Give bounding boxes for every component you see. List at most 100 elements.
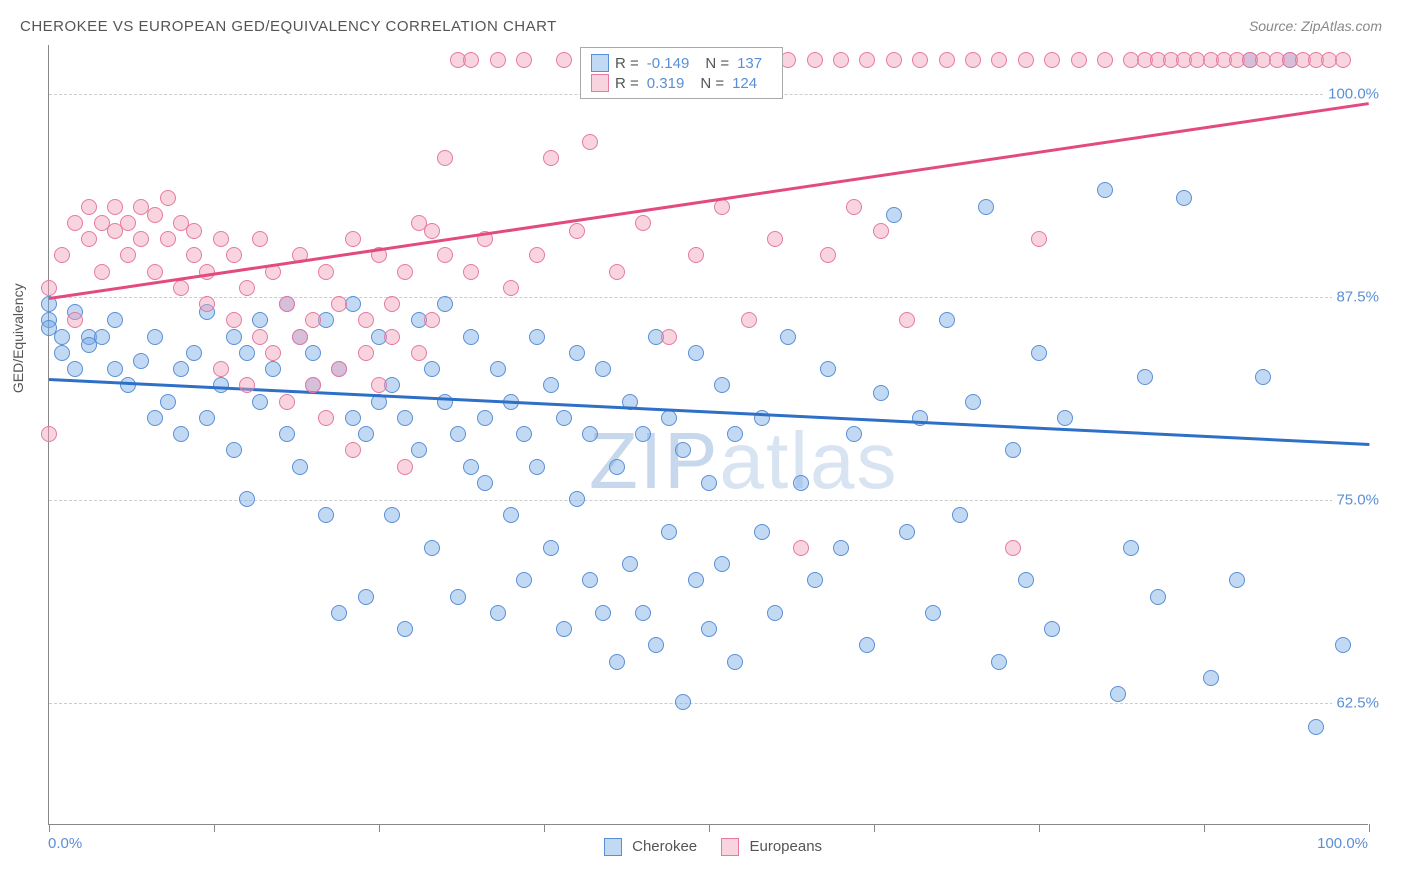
data-point <box>81 199 97 215</box>
data-point <box>991 52 1007 68</box>
data-point <box>463 459 479 475</box>
data-point <box>820 361 836 377</box>
data-point <box>279 394 295 410</box>
data-point <box>1018 572 1034 588</box>
data-point <box>952 507 968 523</box>
data-point <box>635 426 651 442</box>
correlation-legend: R = -0.149 N = 137 R = 0.319 N = 124 <box>580 47 783 99</box>
data-point <box>978 199 994 215</box>
data-point <box>556 621 572 637</box>
data-point <box>516 572 532 588</box>
data-point <box>397 264 413 280</box>
data-point <box>569 491 585 507</box>
data-point <box>569 223 585 239</box>
data-point <box>635 605 651 621</box>
data-point <box>199 410 215 426</box>
data-point <box>714 377 730 393</box>
watermark-zip: ZIP <box>589 416 719 505</box>
data-point <box>1097 52 1113 68</box>
data-point <box>688 572 704 588</box>
data-point <box>490 605 506 621</box>
legend-swatch-cherokee <box>591 54 609 72</box>
gridline <box>49 297 1368 298</box>
data-point <box>147 410 163 426</box>
data-point <box>1176 190 1192 206</box>
data-point <box>358 345 374 361</box>
data-point <box>661 410 677 426</box>
data-point <box>1031 345 1047 361</box>
data-point <box>661 524 677 540</box>
data-point <box>41 426 57 442</box>
data-point <box>384 296 400 312</box>
data-point <box>503 280 519 296</box>
x-tick <box>1039 824 1040 832</box>
data-point <box>384 507 400 523</box>
data-point <box>67 312 83 328</box>
data-point <box>437 296 453 312</box>
data-point <box>529 459 545 475</box>
data-point <box>582 426 598 442</box>
y-tick-label: 75.0% <box>1332 492 1383 509</box>
data-point <box>186 345 202 361</box>
data-point <box>133 231 149 247</box>
data-point <box>873 385 889 401</box>
data-point <box>450 426 466 442</box>
data-point <box>424 223 440 239</box>
data-point <box>873 223 889 239</box>
data-point <box>727 654 743 670</box>
n-value-europeans: 124 <box>732 75 757 92</box>
data-point <box>714 556 730 572</box>
legend-row-europeans: R = 0.319 N = 124 <box>591 74 772 92</box>
legend-label-cherokee: Cherokee <box>632 838 697 855</box>
data-point <box>1150 589 1166 605</box>
data-point <box>292 459 308 475</box>
data-point <box>463 52 479 68</box>
data-point <box>160 190 176 206</box>
data-point <box>529 329 545 345</box>
data-point <box>1031 231 1047 247</box>
data-point <box>384 329 400 345</box>
data-point <box>147 264 163 280</box>
data-point <box>173 361 189 377</box>
data-point <box>331 605 347 621</box>
data-point <box>120 215 136 231</box>
data-point <box>529 247 545 263</box>
data-point <box>1110 686 1126 702</box>
chart-title: CHEROKEE VS EUROPEAN GED/EQUIVALENCY COR… <box>20 18 557 35</box>
data-point <box>358 312 374 328</box>
data-point <box>793 540 809 556</box>
data-point <box>345 410 361 426</box>
data-point <box>939 312 955 328</box>
data-point <box>252 312 268 328</box>
data-point <box>543 540 559 556</box>
data-point <box>292 329 308 345</box>
legend-swatch-cherokee-icon <box>604 838 622 856</box>
data-point <box>252 231 268 247</box>
data-point <box>186 247 202 263</box>
data-point <box>1071 52 1087 68</box>
data-point <box>767 605 783 621</box>
data-point <box>107 312 123 328</box>
x-tick <box>1204 824 1205 832</box>
r-value-cherokee: -0.149 <box>647 55 690 72</box>
data-point <box>305 377 321 393</box>
data-point <box>463 264 479 280</box>
data-point <box>226 329 242 345</box>
data-point <box>477 410 493 426</box>
n-value-cherokee: 137 <box>737 55 762 72</box>
data-point <box>265 361 281 377</box>
data-point <box>411 345 427 361</box>
chart-container: CHEROKEE VS EUROPEAN GED/EQUIVALENCY COR… <box>0 0 1406 892</box>
data-point <box>239 345 255 361</box>
data-point <box>107 199 123 215</box>
x-tick <box>1369 824 1370 832</box>
data-point <box>173 426 189 442</box>
data-point <box>556 52 572 68</box>
data-point <box>727 426 743 442</box>
data-point <box>701 475 717 491</box>
data-point <box>595 605 611 621</box>
data-point <box>1335 637 1351 653</box>
data-point <box>939 52 955 68</box>
data-point <box>358 426 374 442</box>
data-point <box>595 361 611 377</box>
